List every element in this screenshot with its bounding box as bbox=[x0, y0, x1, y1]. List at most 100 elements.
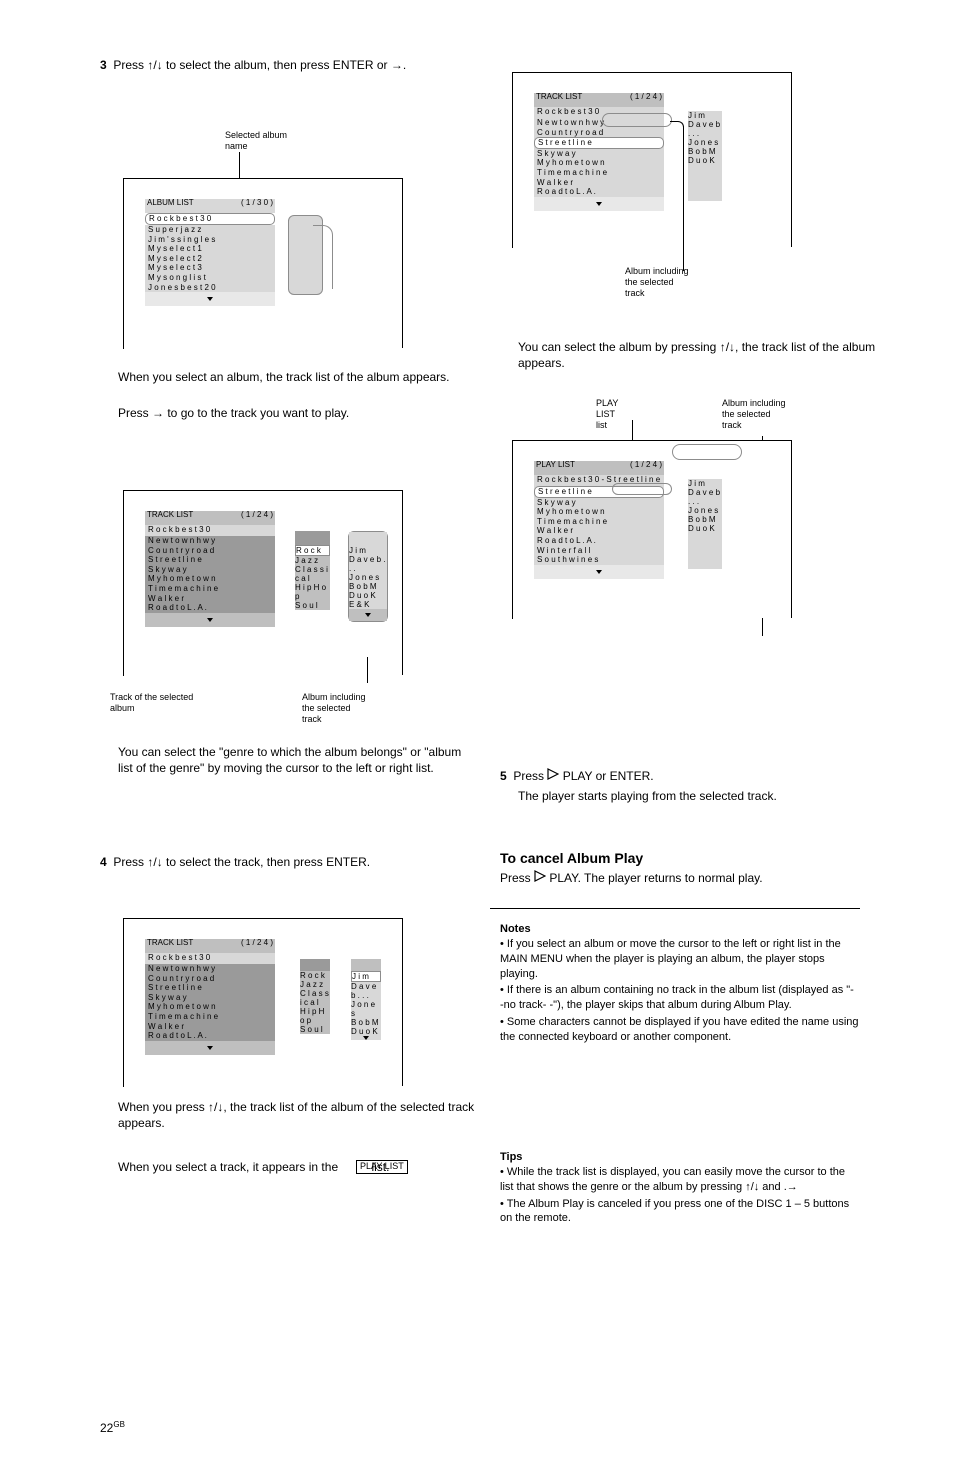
step-3: 3 Press ↑/↓ to select the album, then pr… bbox=[100, 58, 460, 74]
d3-i4: M y h o m e t o w n bbox=[145, 1002, 275, 1012]
playlist-badge: PLAY LIST bbox=[356, 1160, 408, 1174]
updown-icon: ↑/↓ bbox=[720, 340, 735, 354]
d3-i6: W a l k e r bbox=[145, 1022, 275, 1032]
d5-i5: R o a d t o L . A . bbox=[534, 536, 664, 546]
s5-pre: Press bbox=[513, 769, 547, 783]
d4-i5: T i m e m a c h i n e bbox=[534, 168, 664, 178]
d2-a5: E & K bbox=[349, 600, 387, 609]
d3-a1: D a v e b . . . bbox=[351, 982, 381, 1000]
tri-down-icon bbox=[207, 618, 213, 622]
d2-i7: R o a d t o L . A . bbox=[145, 603, 275, 613]
note-2: • If there is an album containing no tra… bbox=[500, 983, 860, 1013]
track-note: Press → to go to the track you want to p… bbox=[118, 406, 478, 422]
tri-down-icon bbox=[365, 613, 371, 617]
d3-i2: S t r e e t l i n e bbox=[145, 983, 275, 993]
notes: Notes • If you select an album or move t… bbox=[500, 922, 860, 1045]
after-step5: The player starts playing from the selec… bbox=[518, 789, 860, 803]
d4-i3: S k y w a y bbox=[534, 149, 664, 159]
d2-i4: M y h o m e t o w n bbox=[145, 574, 275, 584]
d5-title: PLAY LIST bbox=[536, 461, 575, 475]
s4-pre: Press bbox=[113, 855, 147, 869]
d4-page: ( 1 / 2 4 ) bbox=[630, 93, 662, 107]
d4-title: TRACK LIST bbox=[536, 93, 582, 107]
d2-g4: S o u l bbox=[295, 601, 330, 610]
d2-conn-line bbox=[367, 657, 368, 683]
d3-title: TRACK LIST bbox=[147, 939, 193, 953]
play-icon bbox=[534, 870, 546, 882]
d1-i5: M y s e l e c t 3 bbox=[145, 263, 275, 273]
tip-1: • While the track list is displayed, you… bbox=[500, 1165, 860, 1195]
diagram-4: TRACK LIST ( 1 / 2 4 ) R o c k b e s t 3… bbox=[512, 72, 792, 247]
d1-i3: M y s e l e c t 1 bbox=[145, 244, 275, 254]
d4-i7: R o a d t o L . A . bbox=[534, 187, 664, 197]
diag1-callout-label: Selected album name bbox=[225, 130, 295, 152]
d2-a1: D a v e b . . . bbox=[349, 555, 387, 573]
play-icon bbox=[547, 768, 559, 780]
d3-g1: J a z z bbox=[300, 980, 330, 989]
cancel-post: PLAY. The player returns to normal play. bbox=[549, 871, 762, 885]
d2-a2: J o n e s bbox=[349, 573, 387, 582]
d3-sub: R o c k b e s t 3 0 bbox=[145, 953, 275, 964]
d2-i3: S k y w a y bbox=[145, 565, 275, 575]
d2-g0: R o c k bbox=[295, 545, 330, 556]
d1-i4: M y s e l e c t 2 bbox=[145, 254, 275, 264]
d2-a0: J i m bbox=[349, 546, 387, 555]
step-5: 5 Press PLAY or ENTER. The player starts… bbox=[500, 768, 860, 803]
d2-i1: C o u n t r y r o a d bbox=[145, 546, 275, 556]
d5-i4: W a l k e r bbox=[534, 526, 664, 536]
d2-a4: D u o K bbox=[349, 591, 387, 600]
s5-post: PLAY or ENTER. bbox=[563, 769, 654, 783]
s4-post: to select the track, then press ENTER. bbox=[163, 855, 370, 869]
d3-i3: S k y w a y bbox=[145, 993, 275, 1003]
d3-i1: C o u n t r y r o a d bbox=[145, 974, 275, 984]
tn-post: to go to the track you want to play. bbox=[164, 406, 349, 420]
d2-a-caption: Album including the selected track bbox=[302, 692, 402, 724]
track-appears: When you select a track, it appears in t… bbox=[118, 1160, 478, 1176]
note-1: • If you select an album or move the cur… bbox=[500, 937, 860, 982]
d2-g1: J a z z bbox=[295, 556, 330, 565]
diagram-5: PLAY LIST ( 1 / 2 4 ) R o c k b e s t 3 … bbox=[512, 440, 792, 618]
step3-pre: Press bbox=[113, 58, 147, 72]
ycn-pre: You can select the album by pressing bbox=[518, 340, 716, 354]
d3-page: ( 1 / 2 4 ) bbox=[241, 939, 273, 953]
tri-down-icon bbox=[207, 297, 213, 301]
page-number: 22GB bbox=[100, 1420, 125, 1435]
tri-down-icon bbox=[596, 202, 602, 206]
tri-down-icon bbox=[363, 1036, 369, 1040]
caption1: When you select an album, the track list… bbox=[118, 370, 478, 386]
d5-cap2: Album including the selected track bbox=[722, 398, 822, 430]
d5-i1: S k y w a y bbox=[534, 498, 664, 508]
d2-sub: R o c k b e s t 3 0 bbox=[145, 525, 275, 536]
updown-icon: ↑/↓ bbox=[147, 855, 162, 869]
right-small-arrow-icon: → bbox=[152, 406, 164, 420]
d1-page: ( 1 / 3 0 ) bbox=[241, 199, 273, 213]
tn-pre: Press bbox=[118, 406, 152, 420]
d4-i4: M y h o m e t o w n bbox=[534, 158, 664, 168]
after-step4: When you press ↑/↓, the track list of th… bbox=[118, 1100, 478, 1131]
page: 3 Press ↑/↓ to select the album, then pr… bbox=[0, 0, 954, 1483]
diagram-1: ALBUM LIST ( 1 / 3 0 ) R o c k b e s t 3… bbox=[123, 178, 403, 348]
divider bbox=[490, 908, 860, 909]
d4-conn bbox=[670, 121, 684, 271]
d4-caption: Album including the selected track bbox=[625, 266, 725, 298]
to-cancel: To cancel Album Play Press PLAY. The pla… bbox=[500, 850, 860, 885]
d4-i6: W a l k e r bbox=[534, 178, 664, 188]
d2-page: ( 1 / 2 4 ) bbox=[241, 511, 273, 525]
d3-g3: H i p H o p bbox=[300, 1007, 330, 1025]
tri-down-icon bbox=[207, 1046, 213, 1050]
d2-g3: H i p H o p bbox=[295, 583, 330, 601]
updown-icon: ↑/↓ bbox=[745, 1181, 759, 1193]
updown-icon: ↑/↓ bbox=[147, 58, 162, 72]
d2-i2: S t r e e t l i n e bbox=[145, 555, 275, 565]
d1-i1: S u p e r j a z z bbox=[145, 225, 275, 235]
d1-i0: R o c k b e s t 3 0 bbox=[149, 214, 211, 223]
d4-i2: S t r e e t l i n e bbox=[534, 137, 664, 149]
d3-i0: N e w t o w n h w y bbox=[145, 964, 275, 974]
d2-track-caption: Track of the selected album bbox=[110, 692, 220, 714]
d5-oval1 bbox=[612, 483, 672, 495]
d3-g0: R o c k bbox=[300, 971, 330, 980]
d5-cl1 bbox=[632, 420, 633, 442]
d2-a3: B o b M bbox=[349, 582, 387, 591]
step5-num: 5 bbox=[500, 769, 507, 783]
d1-i2: J i m ' s s i n g l e s bbox=[145, 235, 275, 245]
